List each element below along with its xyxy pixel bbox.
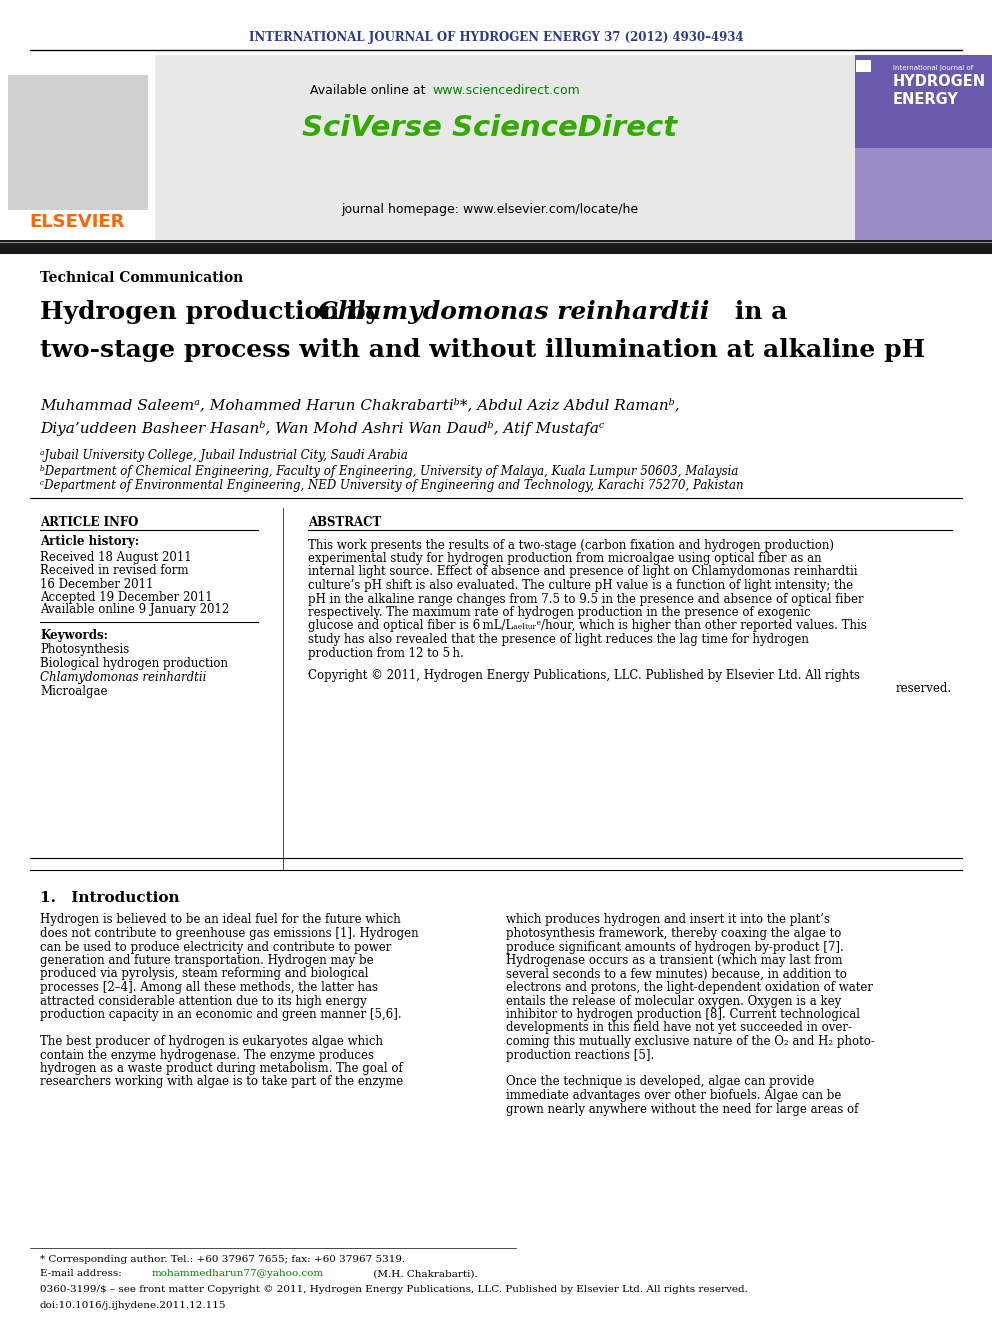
Text: ABSTRACT: ABSTRACT	[308, 516, 381, 528]
Text: which produces hydrogen and insert it into the plant’s: which produces hydrogen and insert it in…	[506, 913, 830, 926]
Text: produce significant amounts of hydrogen by-product [7].: produce significant amounts of hydrogen …	[506, 941, 844, 954]
Text: ENERGY: ENERGY	[893, 93, 959, 107]
Text: Diya’uddeen Basheer Hasanᵇ, Wan Mohd Ashri Wan Daudᵇ, Atif Mustafaᶜ: Diya’uddeen Basheer Hasanᵇ, Wan Mohd Ash…	[40, 421, 604, 435]
Text: generation and future transportation. Hydrogen may be: generation and future transportation. Hy…	[40, 954, 374, 967]
Text: ᶜDepartment of Environmental Engineering, NED University of Engineering and Tech: ᶜDepartment of Environmental Engineering…	[40, 479, 744, 492]
Text: grown nearly anywhere without the need for large areas of: grown nearly anywhere without the need f…	[506, 1102, 858, 1115]
Text: E-mail address:: E-mail address:	[40, 1270, 125, 1278]
Text: Biological hydrogen production: Biological hydrogen production	[40, 658, 228, 671]
Text: Copyright © 2011, Hydrogen Energy Publications, LLC. Published by Elsevier Ltd. : Copyright © 2011, Hydrogen Energy Public…	[308, 668, 860, 681]
Text: Muhammad Saleemᵃ, Mohammed Harun Chakrabartiᵇ*, Abdul Aziz Abdul Ramanᵇ,: Muhammad Saleemᵃ, Mohammed Harun Chakrab…	[40, 398, 680, 411]
Bar	[856, 60, 871, 71]
Text: produced via pyrolysis, steam reforming and biological: produced via pyrolysis, steam reforming …	[40, 967, 368, 980]
Text: two-stage process with and without illumination at alkaline pH: two-stage process with and without illum…	[40, 337, 926, 363]
Bar	[8, 75, 148, 210]
Bar	[0, 239, 992, 254]
Text: HYDROGEN: HYDROGEN	[893, 74, 986, 90]
Text: hydrogen as a waste product during metabolism. The goal of: hydrogen as a waste product during metab…	[40, 1062, 403, 1076]
Text: 0360-3199/$ – see front matter Copyright © 2011, Hydrogen Energy Publications, L: 0360-3199/$ – see front matter Copyright…	[40, 1286, 748, 1294]
Text: (M.H. Chakrabarti).: (M.H. Chakrabarti).	[370, 1270, 478, 1278]
Bar	[855, 56, 992, 239]
Bar	[0, 56, 155, 239]
Text: several seconds to a few minutes) because, in addition to: several seconds to a few minutes) becaus…	[506, 967, 847, 980]
Text: Photosynthesis: Photosynthesis	[40, 643, 129, 656]
Text: experimental study for hydrogen production from microalgae using optical fiber a: experimental study for hydrogen producti…	[308, 552, 821, 565]
Text: ARTICLE INFO: ARTICLE INFO	[40, 516, 138, 528]
Text: entails the release of molecular oxygen. Oxygen is a key: entails the release of molecular oxygen.…	[506, 995, 841, 1008]
Text: www.sciencedirect.com: www.sciencedirect.com	[432, 83, 579, 97]
Text: mohammedharun77@yahoo.com: mohammedharun77@yahoo.com	[152, 1270, 324, 1278]
Text: contain the enzyme hydrogenase. The enzyme produces: contain the enzyme hydrogenase. The enzy…	[40, 1049, 374, 1061]
Text: International Journal of: International Journal of	[893, 65, 973, 71]
Text: coming this mutually exclusive nature of the O₂ and H₂ photo-: coming this mutually exclusive nature of…	[506, 1035, 875, 1048]
Text: reserved.: reserved.	[896, 683, 952, 696]
Text: The best producer of hydrogen is eukaryotes algae which: The best producer of hydrogen is eukaryo…	[40, 1035, 383, 1048]
Text: ᵃJubail University College, Jubail Industrial City, Saudi Arabia: ᵃJubail University College, Jubail Indus…	[40, 450, 408, 463]
Text: * Corresponding author. Tel.: +60 37967 7655; fax: +60 37967 5319.: * Corresponding author. Tel.: +60 37967 …	[40, 1256, 406, 1265]
Text: Received 18 August 2011: Received 18 August 2011	[40, 552, 191, 565]
Text: Keywords:: Keywords:	[40, 630, 108, 643]
Text: photosynthesis framework, thereby coaxing the algae to: photosynthesis framework, thereby coaxin…	[506, 927, 841, 941]
Text: production reactions [5].: production reactions [5].	[506, 1049, 655, 1061]
Text: INTERNATIONAL JOURNAL OF HYDROGEN ENERGY 37 (2012) 4930–4934: INTERNATIONAL JOURNAL OF HYDROGEN ENERGY…	[249, 32, 743, 45]
Text: internal light source. Effect of absence and presence of light on Chlamydomonas : internal light source. Effect of absence…	[308, 565, 857, 578]
Text: Hydrogen is believed to be an ideal fuel for the future which: Hydrogen is believed to be an ideal fuel…	[40, 913, 401, 926]
Text: Article history:: Article history:	[40, 536, 139, 549]
Text: developments in this field have not yet succeeded in over-: developments in this field have not yet …	[506, 1021, 852, 1035]
Text: processes [2–4]. Among all these methods, the latter has: processes [2–4]. Among all these methods…	[40, 980, 378, 994]
Text: electrons and protons, the light-dependent oxidation of water: electrons and protons, the light-depende…	[506, 980, 873, 994]
Text: 16 December 2011: 16 December 2011	[40, 578, 154, 590]
Text: ELSEVIER: ELSEVIER	[30, 213, 125, 232]
Text: can be used to produce electricity and contribute to power: can be used to produce electricity and c…	[40, 941, 392, 954]
Text: researchers working with algae is to take part of the enzyme: researchers working with algae is to tak…	[40, 1076, 404, 1089]
Text: This work presents the results of a two-stage (carbon fixation and hydrogen prod: This work presents the results of a two-…	[308, 538, 834, 552]
Text: Once the technique is developed, algae can provide: Once the technique is developed, algae c…	[506, 1076, 814, 1089]
Text: inhibitor to hydrogen production [8]. Current technological: inhibitor to hydrogen production [8]. Cu…	[506, 1008, 860, 1021]
Text: glucose and optical fiber is 6 mL/Lₐₑₗₜᵤᵣᵉ/hour, which is higher than other repo: glucose and optical fiber is 6 mL/Lₐₑₗₜᵤ…	[308, 619, 867, 632]
Text: Microalgae: Microalgae	[40, 685, 107, 699]
Text: Available online at: Available online at	[310, 83, 430, 97]
Text: pH in the alkaline range changes from 7.5 to 9.5 in the presence and absence of : pH in the alkaline range changes from 7.…	[308, 593, 864, 606]
Text: Technical Communication: Technical Communication	[40, 271, 243, 284]
Text: Hydrogenase occurs as a transient (which may last from: Hydrogenase occurs as a transient (which…	[506, 954, 842, 967]
Text: 1. Introduction: 1. Introduction	[40, 890, 180, 905]
Text: journal homepage: www.elsevier.com/locate/he: journal homepage: www.elsevier.com/locat…	[341, 204, 639, 217]
Bar	[855, 148, 992, 239]
Text: production from 12 to 5 h.: production from 12 to 5 h.	[308, 647, 463, 659]
Text: SciVerse ScienceDirect: SciVerse ScienceDirect	[303, 114, 678, 142]
Text: Chlamydomonas reinhardtii: Chlamydomonas reinhardtii	[40, 672, 206, 684]
Text: study has also revealed that the presence of light reduces the lag time for hydr: study has also revealed that the presenc…	[308, 632, 808, 646]
Text: respectively. The maximum rate of hydrogen production in the presence of exogeni: respectively. The maximum rate of hydrog…	[308, 606, 810, 619]
Text: production capacity in an economic and green manner [5,6].: production capacity in an economic and g…	[40, 1008, 402, 1021]
Text: attracted considerable attention due to its high energy: attracted considerable attention due to …	[40, 995, 367, 1008]
Text: Chlamydomonas reinhardtii: Chlamydomonas reinhardtii	[318, 300, 709, 324]
Text: doi:10.1016/j.ijhydene.2011.12.115: doi:10.1016/j.ijhydene.2011.12.115	[40, 1301, 226, 1310]
Text: Available online 9 January 2012: Available online 9 January 2012	[40, 603, 229, 617]
Text: Received in revised form: Received in revised form	[40, 565, 188, 578]
Text: ᵇDepartment of Chemical Engineering, Faculty of Engineering, University of Malay: ᵇDepartment of Chemical Engineering, Fac…	[40, 464, 738, 478]
Text: Accepted 19 December 2011: Accepted 19 December 2011	[40, 590, 212, 603]
Bar	[155, 56, 855, 239]
Text: immediate advantages over other biofuels. Algae can be: immediate advantages over other biofuels…	[506, 1089, 841, 1102]
Text: culture’s pH shift is also evaluated. The culture pH value is a function of ligh: culture’s pH shift is also evaluated. Th…	[308, 579, 853, 591]
Text: in a: in a	[726, 300, 788, 324]
Text: does not contribute to greenhouse gas emissions [1]. Hydrogen: does not contribute to greenhouse gas em…	[40, 927, 419, 941]
Text: Hydrogen production by: Hydrogen production by	[40, 300, 389, 324]
